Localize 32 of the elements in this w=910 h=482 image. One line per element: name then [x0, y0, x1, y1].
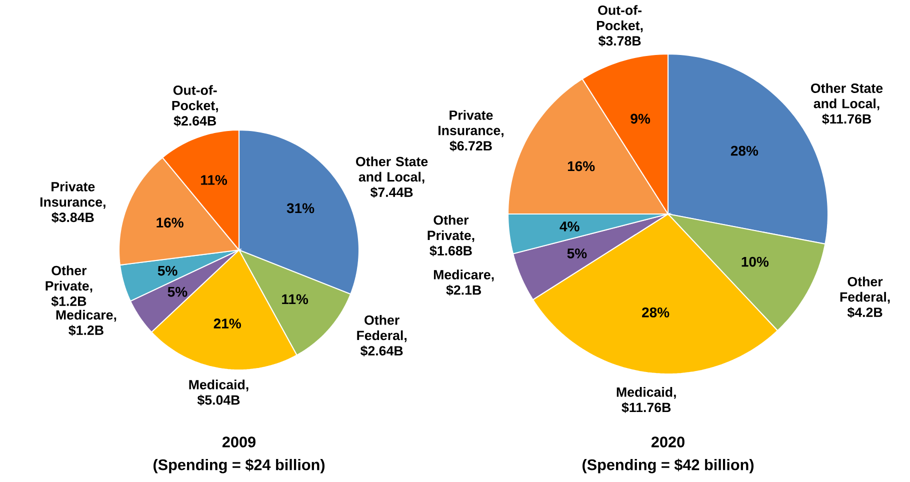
- slice-label: Out-of-Pocket, $2.64B: [172, 85, 218, 126]
- slice-label: Medicare, $1.2B: [56, 310, 116, 336]
- slice-label: Other Federal, $4.2B: [840, 276, 890, 318]
- slice-label: Other State and Local, $11.76B: [811, 83, 883, 124]
- slice-label: Private Insurance, $3.84B: [40, 182, 106, 223]
- data-label: 10%: [742, 256, 769, 267]
- slice-label: Medicaid, $5.04B: [189, 380, 248, 406]
- data-label: 4%: [560, 222, 580, 232]
- slice-label: Out-of-Pocket, $3.78B: [596, 5, 643, 46]
- slice-label: Medicare, $2.1B: [434, 270, 494, 296]
- text: 2009: [222, 436, 256, 448]
- data-label: 9%: [630, 114, 650, 124]
- data-label: 28%: [730, 146, 758, 156]
- text: (Spending = $24 billion): [154, 458, 325, 474]
- slice-label: Other State and Local, $7.44B: [356, 156, 428, 198]
- data-label: 11%: [201, 175, 228, 185]
- slice-label: Other Private, $1.2B: [46, 265, 92, 307]
- slice-label: Other Federal, $2.64B: [357, 315, 406, 356]
- text: (Spending = $42 billion): [582, 458, 754, 474]
- slice-label: Other Private, $1.68B: [428, 215, 474, 256]
- data-label: 16%: [156, 218, 184, 228]
- data-label: 11%: [282, 294, 308, 304]
- data-label: 5%: [158, 266, 178, 276]
- slice-label: Medicaid, $11.76B: [616, 387, 676, 414]
- data-label: 21%: [214, 318, 241, 328]
- slice-label: Private Insurance, $6.72B: [438, 110, 504, 152]
- text: 2020: [651, 436, 684, 448]
- data-label: 5%: [168, 286, 188, 297]
- data-label: 31%: [286, 203, 314, 214]
- data-label: 16%: [568, 161, 595, 172]
- data-label: 28%: [642, 307, 670, 318]
- data-label: 5%: [567, 248, 587, 258]
